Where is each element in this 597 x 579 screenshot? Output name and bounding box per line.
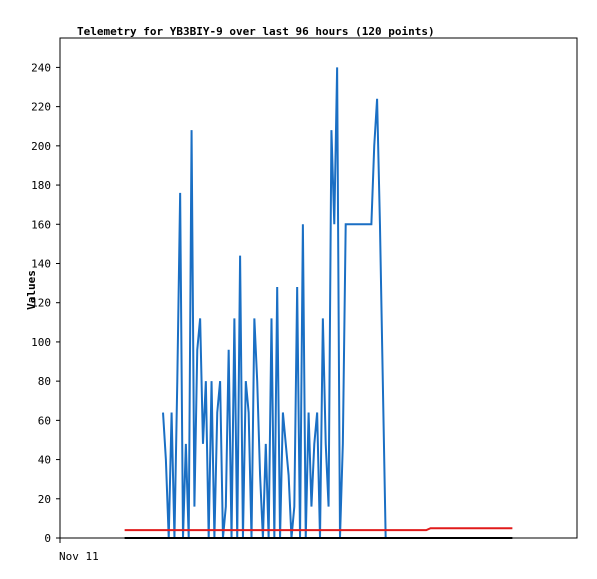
series-1: [124, 527, 513, 532]
y-tick-label: 80: [38, 375, 51, 388]
y-tick-label: 180: [31, 179, 51, 192]
y-tick-label: 160: [31, 218, 51, 231]
y-axis-label: Values: [25, 270, 38, 310]
y-tick-label: 220: [31, 101, 51, 114]
series-0: [162, 67, 503, 539]
y-tick-label: 60: [38, 414, 51, 427]
y-tick-label: 240: [31, 61, 51, 74]
y-tick-label: 140: [31, 257, 51, 270]
y-tick-label: 120: [31, 297, 51, 310]
y-tick-label: 0: [44, 532, 51, 545]
x-tick-label: Nov 11: [59, 550, 99, 563]
y-tick-label: 100: [31, 336, 51, 349]
series-line: [162, 67, 503, 539]
y-tick-label: 40: [38, 454, 51, 467]
chart-title: Telemetry for YB3BIY-9 over last 96 hour…: [77, 25, 435, 38]
y-axis-ticks: 0 20 40 60 80 100 120 140 160 180 200 220 240: [31, 61, 61, 545]
y-tick-label: 20: [38, 493, 51, 506]
y-tick-label: 200: [31, 140, 51, 153]
series-layer: [124, 67, 513, 539]
series-line: [124, 527, 513, 532]
